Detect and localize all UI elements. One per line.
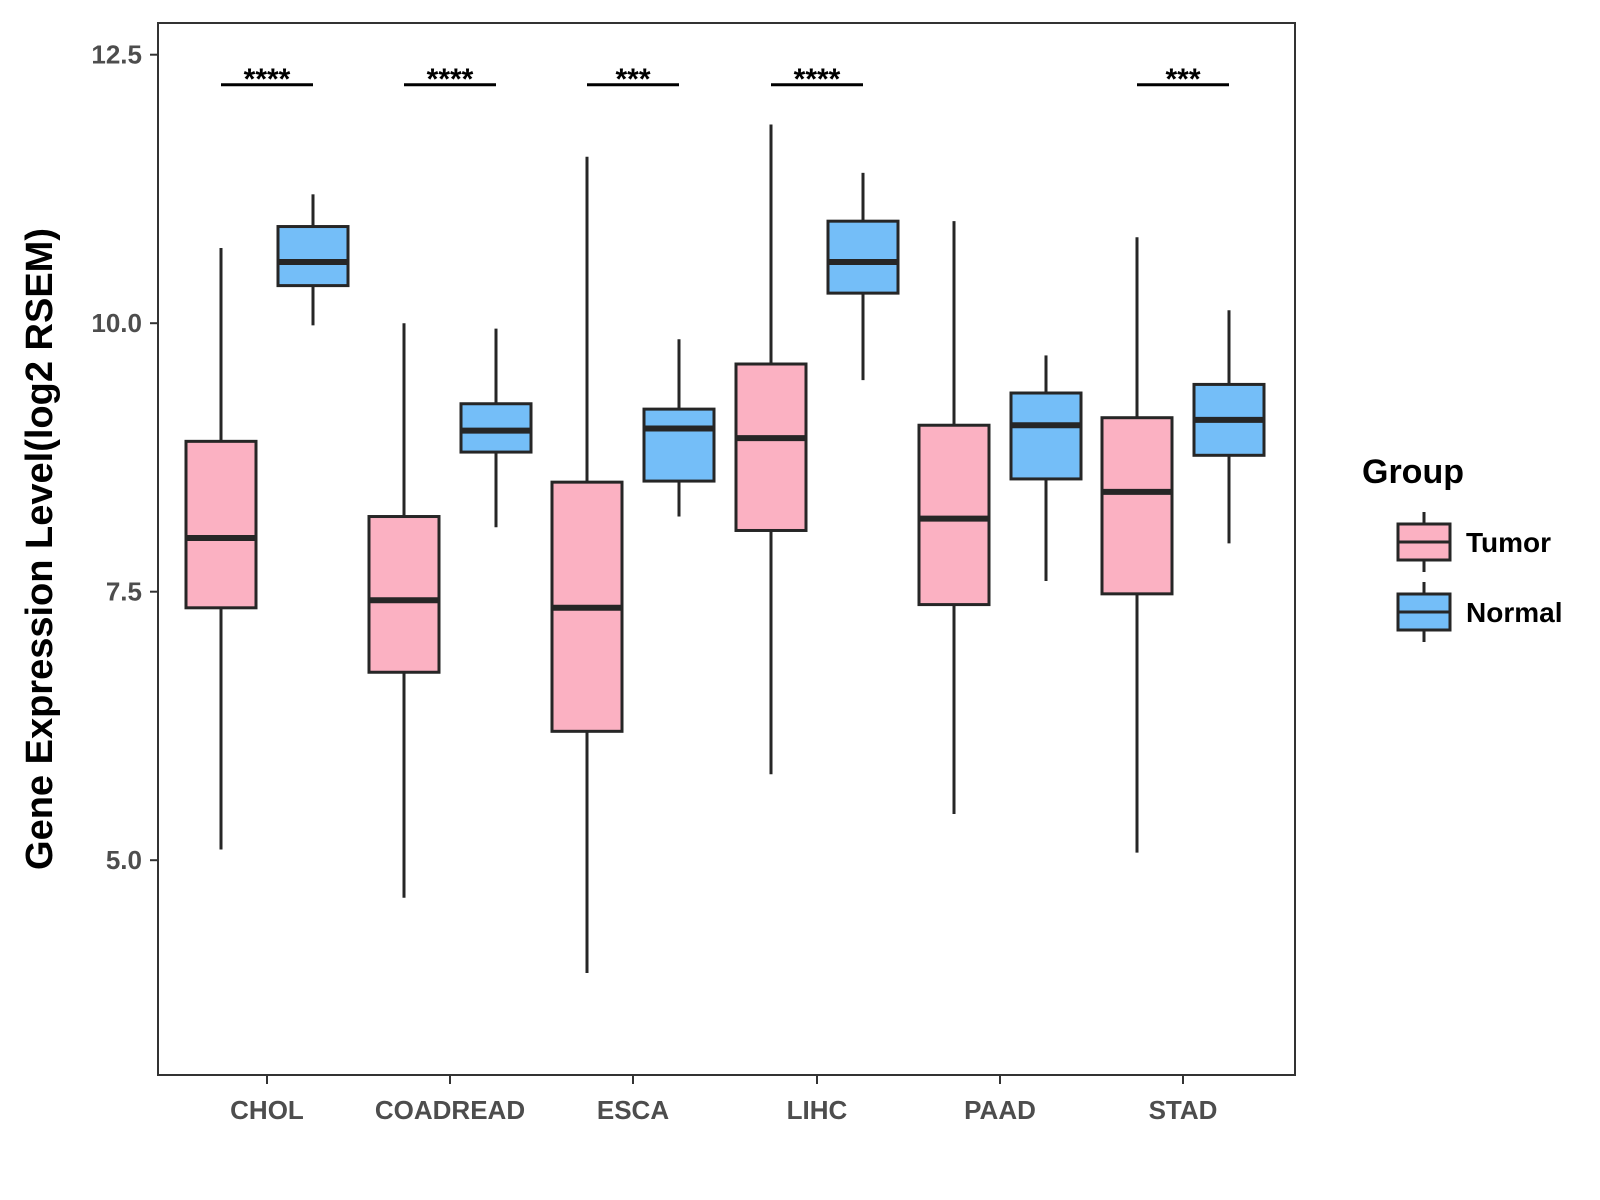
y-tick-label: 10.0	[91, 308, 142, 338]
box-normal-lihc	[826, 172, 900, 381]
significance-label: ***	[1165, 63, 1200, 96]
x-axis: CHOL COADREAD ESCA LIHC PAAD STAD	[230, 1075, 1217, 1125]
box-tumor-stad	[1100, 237, 1174, 853]
box-body	[642, 407, 716, 483]
x-tick-label-chol: CHOL	[230, 1095, 304, 1125]
box-tumor-paad	[917, 221, 991, 815]
box-body	[276, 225, 350, 288]
box-body	[184, 439, 258, 610]
y-axis-title: Gene Expression Level(log2 RSEM)	[19, 228, 61, 870]
box-normal-coadread	[459, 328, 533, 528]
box-normal-paad	[1009, 355, 1083, 581]
legend-item-normal: Normal	[1396, 582, 1562, 642]
box-body	[1009, 391, 1083, 481]
x-tick-label-esca: ESCA	[597, 1095, 669, 1125]
box-tumor-esca	[550, 156, 624, 973]
box-tumor-chol	[184, 248, 258, 850]
y-tick-label: 7.5	[106, 577, 142, 607]
box-body	[917, 423, 991, 607]
significance-layer: **** **** *** **** ***	[221, 63, 1229, 96]
legend: Group Tumor Normal	[1362, 453, 1562, 642]
box-tumor-lihc	[734, 124, 808, 775]
legend-label-normal: Normal	[1466, 597, 1562, 628]
box-normal-stad	[1192, 310, 1266, 544]
y-tick-label: 5.0	[106, 845, 142, 875]
x-tick-label-stad: STAD	[1149, 1095, 1218, 1125]
significance-label: ****	[427, 63, 474, 96]
y-axis: 5.0 7.5 10.0 12.5	[91, 40, 158, 875]
legend-label-tumor: Tumor	[1466, 527, 1551, 558]
box-body	[367, 515, 441, 674]
box-body	[734, 362, 808, 532]
y-tick-label: 12.5	[91, 40, 142, 70]
significance-label: ***	[615, 63, 650, 96]
x-tick-label-coadread: COADREAD	[375, 1095, 525, 1125]
box-normal-chol	[276, 194, 350, 326]
boxes-layer	[184, 124, 1266, 973]
legend-title: Group	[1362, 453, 1464, 491]
box-body	[1100, 416, 1174, 596]
legend-item-tumor: Tumor	[1396, 512, 1551, 572]
significance-label: ****	[244, 63, 291, 96]
x-tick-label-lihc: LIHC	[787, 1095, 848, 1125]
significance-label: ****	[794, 63, 841, 96]
box-tumor-coadread	[367, 323, 441, 898]
box-normal-esca	[642, 339, 716, 517]
x-tick-label-paad: PAAD	[964, 1095, 1036, 1125]
box-body	[826, 219, 900, 295]
